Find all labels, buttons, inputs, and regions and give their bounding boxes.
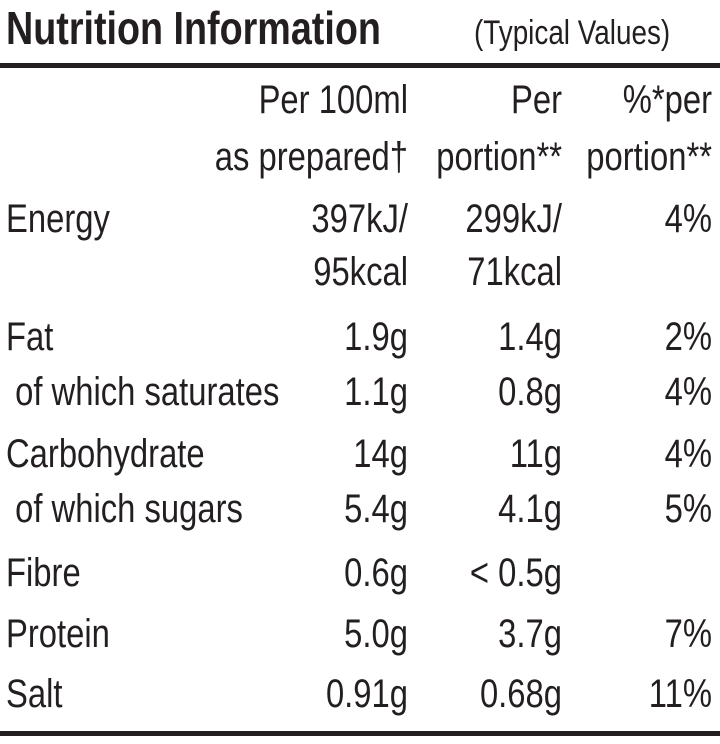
row-label: Energy [6,196,111,241]
cell: 95kcal [313,249,408,294]
column-header: Per [511,77,562,122]
cell: 11% [649,671,712,716]
column-header: portion** [586,134,712,179]
cell: 1.1g [344,369,408,414]
cell: 4% [665,431,712,476]
column-header: as prepared† [215,134,408,179]
cell: 0.6g [344,550,408,595]
cell: 3.7g [498,611,562,656]
row-label: Protein [6,611,110,656]
cell: 5.0g [344,611,408,656]
cell: 5.4g [344,486,408,531]
column-header: Per 100ml [259,77,408,122]
cell: < 0.5g [470,550,562,595]
cell: 299kJ/ [465,196,562,241]
column-header: %*per [623,77,712,122]
row-label: Fibre [6,550,81,595]
cell: 2% [665,314,712,359]
cell: 397kJ/ [311,196,408,241]
cell: 71kcal [467,249,562,294]
cell: 14g [353,431,408,476]
cell: 0.8g [498,369,562,414]
row-label: Salt [6,671,63,716]
cell: 5% [665,486,712,531]
cell: 7% [665,611,712,656]
column-header: portion** [436,134,562,179]
cell: 4.1g [498,486,562,531]
row-label: of which sugars [6,486,243,531]
title: Nutrition Information [6,2,381,53]
top-rule [0,63,720,68]
cell: 4% [665,369,712,414]
cell: 0.91g [326,671,408,716]
cell: 0.68g [480,671,562,716]
subtitle: (Typical Values) [474,13,670,51]
row-label: Fat [6,314,53,359]
label-text: Nutrition Information (Typical Values) Per… [6,2,712,715]
row-label: of which saturates [6,369,279,414]
row-label: Carbohydrate [6,431,205,476]
bottom-rule [0,731,720,736]
cell: 4% [665,196,712,241]
cell: 11g [510,431,562,476]
cell: 1.9g [344,314,408,359]
cell: 1.4g [498,314,562,359]
